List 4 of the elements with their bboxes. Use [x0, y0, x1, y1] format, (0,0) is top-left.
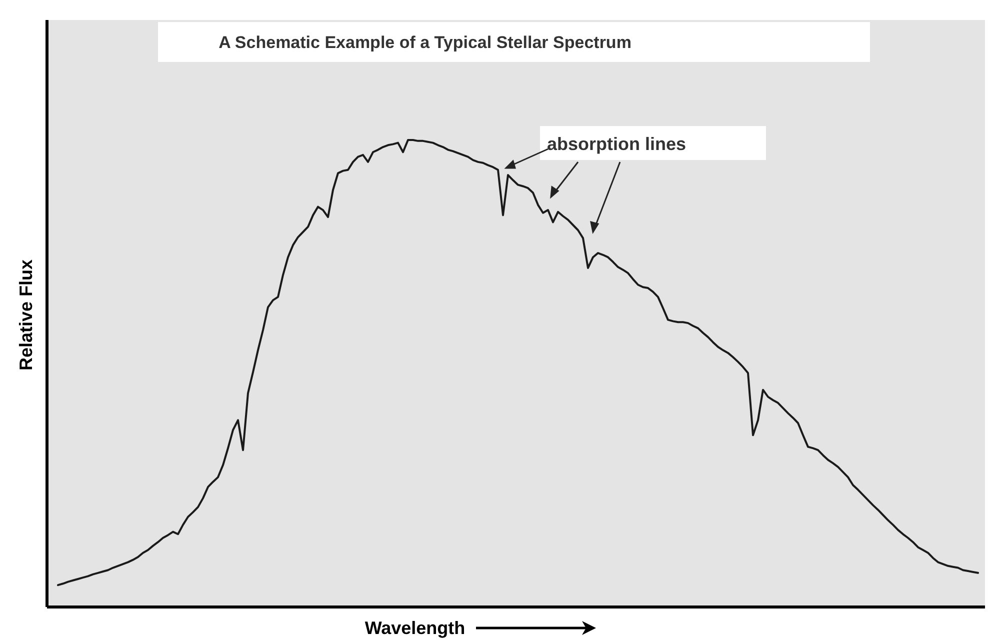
y-axis-title: Relative Flux	[16, 259, 36, 371]
chart-title: A Schematic Example of a Typical Stellar Spectrum	[218, 33, 632, 52]
annotation: absorption lines	[547, 134, 686, 154]
x-axis-title: Wavelength	[364, 618, 466, 638]
